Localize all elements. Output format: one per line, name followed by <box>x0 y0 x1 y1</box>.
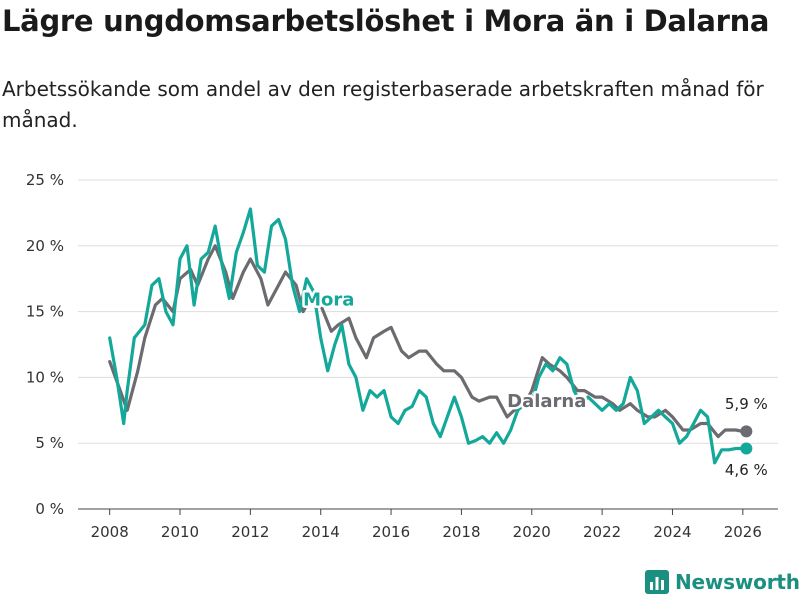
x-tick-label: 2012 <box>231 523 269 541</box>
x-tick-label: 2010 <box>161 523 199 541</box>
y-tick-label: 0 % <box>35 500 64 518</box>
x-tick-label: 2022 <box>583 523 621 541</box>
x-tick-label: 2026 <box>724 523 762 541</box>
chart-title: Lägre ungdomsarbetslöshet i Mora än i Da… <box>2 4 770 38</box>
dalarna-end-value-label-halo: 5,9 % <box>725 395 768 413</box>
y-tick-label: 25 % <box>26 171 64 189</box>
dalarna-series-label: Dalarna <box>507 391 586 412</box>
brand-logo: Newsworthy <box>645 570 800 594</box>
dalarna-series-line <box>108 244 748 439</box>
x-tick-label: 2014 <box>302 523 340 541</box>
y-tick-label: 20 % <box>26 237 64 255</box>
x-tick-label: 2024 <box>653 523 691 541</box>
mora-end-value-label: 4,6 % <box>725 461 768 479</box>
bar-chart-logo-icon <box>645 570 669 594</box>
dalarna-end-point <box>740 425 753 438</box>
chart-subtitle: Arbetssökande som andel av den registerb… <box>2 77 764 132</box>
x-tick-label: 2020 <box>513 523 551 541</box>
mora-end-point <box>740 442 753 455</box>
x-tick-label: 2016 <box>372 523 410 541</box>
dalarna-series-label-halo: Dalarna <box>507 391 586 412</box>
mora-series-label-halo: Mora <box>303 289 354 310</box>
x-tick-label: 2008 <box>91 523 129 541</box>
mora-series-label: Mora <box>303 289 354 310</box>
x-tick-label: 2018 <box>442 523 480 541</box>
mora-series-line <box>108 207 748 465</box>
mora-end-value-label-halo: 4,6 % <box>725 461 768 479</box>
y-tick-label: 10 % <box>26 368 64 386</box>
brand-name: Newsworthy <box>675 570 800 594</box>
y-tick-label: 15 % <box>26 303 64 321</box>
y-tick-label: 5 % <box>35 434 64 452</box>
dalarna-end-value-label: 5,9 % <box>725 395 768 413</box>
